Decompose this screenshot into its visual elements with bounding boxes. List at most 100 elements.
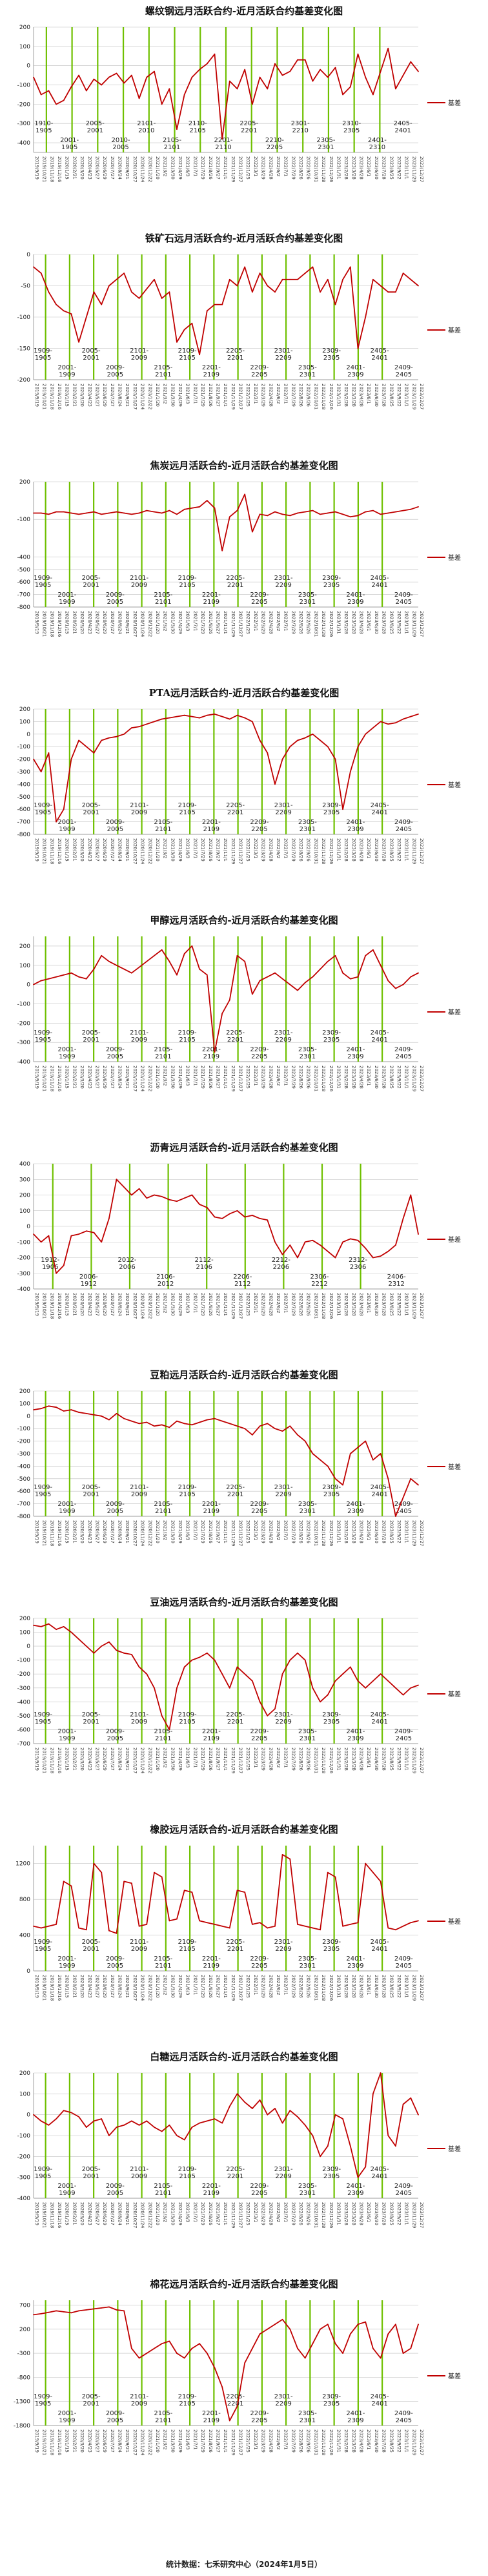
data-point xyxy=(161,1715,163,1716)
y-tick-label: -500 xyxy=(17,1476,31,1483)
x-tick-label: 2021/11/1 xyxy=(223,2429,228,2453)
legend-label: 基差 xyxy=(448,553,461,562)
data-point xyxy=(327,746,329,748)
data-point xyxy=(33,1409,34,1410)
data-point xyxy=(93,1862,95,1864)
contract-label: 2301-2210 xyxy=(291,120,310,134)
x-tick-label: 2023/11/1 xyxy=(404,611,409,634)
y-tick-label: 100 xyxy=(19,1630,30,1636)
x-tick-label: 2022/3/1 xyxy=(253,1293,258,1313)
data-point xyxy=(395,511,396,513)
x-tick-label: 2023/1/31 xyxy=(336,1066,341,1089)
data-point xyxy=(267,515,269,517)
data-point xyxy=(85,1230,87,1232)
x-tick-label: 2023/4/28 xyxy=(359,2429,364,2453)
x-tick-label: 2022/3/1 xyxy=(253,2429,258,2449)
data-point xyxy=(70,2312,72,2314)
x-tick-label: 2020/4/23 xyxy=(87,156,92,180)
data-point xyxy=(289,515,291,517)
x-tick-label: 2021/11/29 xyxy=(230,1975,236,2001)
contract-label: 2409-2405 xyxy=(394,364,413,378)
x-tick-label: 2022/10/31 xyxy=(313,384,318,409)
contract-label: 2109-2105 xyxy=(178,1711,197,1726)
x-tick-label: 2020/6/29 xyxy=(102,1520,107,1543)
data-point xyxy=(108,512,110,514)
x-tick-label: 2023/4/28 xyxy=(359,384,364,407)
x-tick-label: 2019/10/21 xyxy=(42,2202,47,2228)
data-point xyxy=(244,1428,246,1430)
data-point xyxy=(304,511,306,513)
x-tick-label: 2023/12/27 xyxy=(419,1520,424,1546)
x-tick-label: 2022/3/29 xyxy=(261,156,266,180)
data-point xyxy=(281,2318,283,2320)
x-tick-label: 2020/8/24 xyxy=(117,1066,123,1089)
x-tick-label: 2020/5/27 xyxy=(94,2202,99,2225)
y-tick-label: -300 xyxy=(17,769,31,776)
x-tick-label: 2022/11/28 xyxy=(321,1747,326,1773)
x-tick-label: 2022/7/29 xyxy=(290,1747,296,1771)
data-point xyxy=(372,1257,374,1259)
data-point xyxy=(334,758,336,760)
x-tick-label: 2020/11/24 xyxy=(140,1520,145,1547)
x-tick-label: 2023/7/28 xyxy=(381,1975,387,1998)
data-point xyxy=(199,717,200,719)
data-point xyxy=(334,1478,336,1479)
y-tick-label: -100 xyxy=(17,83,31,89)
contract-label: 2409-2405 xyxy=(394,1046,413,1060)
x-tick-label: 2019/12/16 xyxy=(57,838,62,865)
data-point xyxy=(320,968,321,970)
contract-label: 2301-2209 xyxy=(274,1711,293,1726)
data-point xyxy=(56,2118,57,2119)
x-tick-label: 2022/3/29 xyxy=(261,838,266,861)
data-point xyxy=(342,809,343,810)
data-point xyxy=(101,2118,103,2119)
y-tick-label: 0 xyxy=(26,1643,30,1650)
data-point xyxy=(138,98,140,99)
x-tick-label: 2020/3/20 xyxy=(79,2202,85,2225)
data-point xyxy=(365,2321,367,2323)
data-point xyxy=(402,718,404,720)
x-tick-label: 2023/4/28 xyxy=(359,1520,364,1543)
data-point xyxy=(297,739,298,741)
contract-label: 2109-2105 xyxy=(178,1939,197,1953)
data-point xyxy=(78,1412,79,1413)
data-point xyxy=(85,1929,87,1931)
contract-label: 1909-1905 xyxy=(34,575,52,589)
x-tick-label: 2023/11/29 xyxy=(411,384,416,409)
data-point xyxy=(365,1687,367,1689)
x-tick-label: 2021/12/27 xyxy=(238,1066,243,1091)
data-point xyxy=(281,978,283,980)
y-tick-label: -300 xyxy=(17,1685,31,1692)
data-point xyxy=(372,2347,374,2349)
data-point xyxy=(48,1235,50,1237)
x-tick-label: 2019/9/19 xyxy=(34,2429,39,2453)
data-point xyxy=(395,88,396,90)
chart-panel: 甲醇远月活跃合约-近月活跃合约基差变化图 200 100 0 -100 -200 -300 -… xyxy=(0,909,488,1137)
x-tick-label: 2021/8/26 xyxy=(208,1293,213,1316)
y-tick-label: -400 xyxy=(17,2196,31,2202)
data-point xyxy=(101,954,103,956)
contract-label: 2205-2201 xyxy=(226,802,245,816)
data-point xyxy=(199,68,200,70)
data-point xyxy=(342,1673,343,1675)
y-tick-label: 0 xyxy=(26,982,30,989)
x-tick-label: 2023/1/31 xyxy=(336,2429,341,2453)
y-tick-label: -200 xyxy=(17,1020,31,1027)
x-tick-label: 2020/12/22 xyxy=(147,2202,152,2228)
data-point xyxy=(63,511,65,513)
data-point xyxy=(176,716,178,717)
x-tick-label: 2020/6/29 xyxy=(102,838,107,861)
y-tick-label: 200 xyxy=(19,706,30,713)
data-point xyxy=(320,1244,321,1246)
data-point xyxy=(154,721,155,723)
x-tick-label: 2021/3/2 xyxy=(163,2202,168,2222)
x-tick-label: 2023/12/27 xyxy=(419,2429,424,2455)
data-point xyxy=(70,1885,72,1887)
x-tick-label: 2022/10/31 xyxy=(313,1747,318,1773)
x-tick-label: 2021/6/3 xyxy=(185,611,190,631)
data-point xyxy=(33,758,34,760)
series-line xyxy=(33,266,419,356)
contract-label: 2205-2201 xyxy=(226,1711,245,1726)
contract-label: 2101-2009 xyxy=(130,347,148,362)
data-point xyxy=(191,2127,193,2128)
